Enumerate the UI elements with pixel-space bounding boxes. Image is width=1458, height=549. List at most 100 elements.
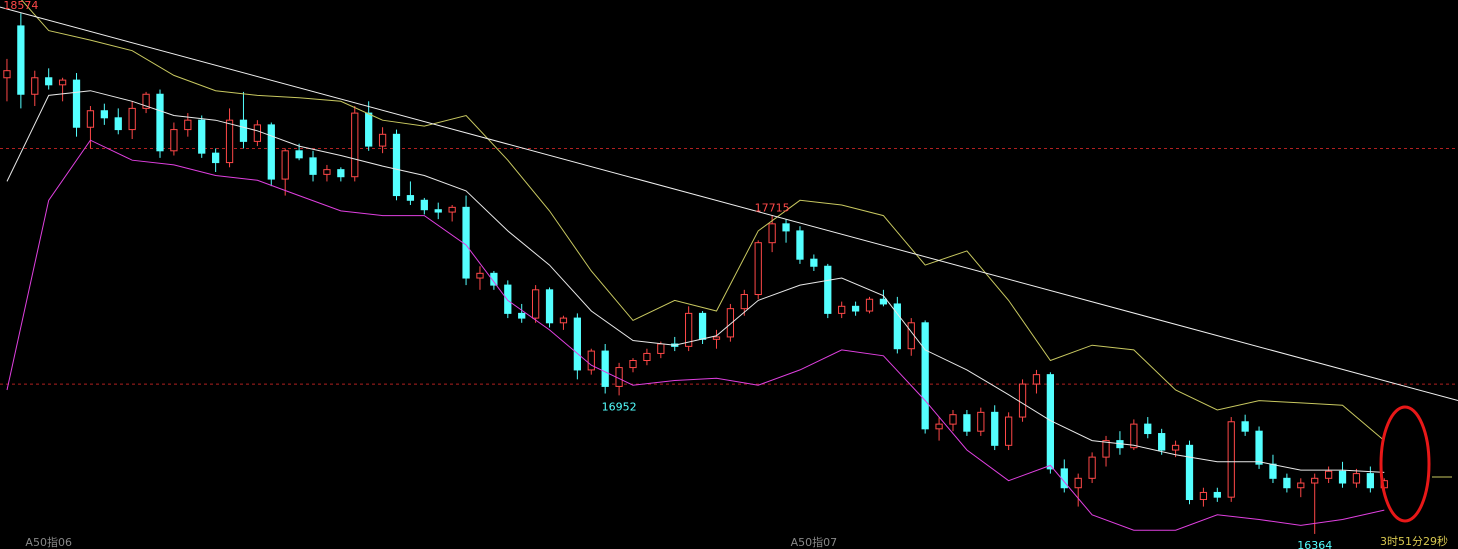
- candle-body: [685, 312, 693, 347]
- candle-body: [351, 112, 359, 178]
- candle-body: [100, 110, 108, 119]
- candle-body: [1102, 440, 1110, 458]
- candle-body: [1352, 473, 1361, 484]
- candle-body: [365, 112, 373, 147]
- candle-body: [1144, 423, 1152, 435]
- candle-body: [1185, 444, 1194, 501]
- x-tick-label: A50指06: [25, 535, 72, 549]
- candle-body: [1130, 423, 1138, 449]
- candle-body: [198, 119, 206, 154]
- candle-body: [448, 206, 456, 213]
- candle-body: [726, 308, 735, 338]
- extreme-label: 16364: [1297, 539, 1332, 549]
- candle-body: [977, 411, 985, 432]
- candle-body: [865, 298, 874, 312]
- candle-body: [434, 209, 442, 213]
- candle-body: [1338, 470, 1347, 484]
- candle-body: [476, 272, 484, 279]
- candle-body: [142, 93, 150, 109]
- candle-body: [531, 289, 540, 319]
- candle-body: [420, 199, 428, 211]
- extreme-label: 18574: [3, 0, 38, 12]
- candle-body: [378, 133, 387, 147]
- candle-body: [1074, 477, 1082, 489]
- status-time: 3时51分29秒: [1380, 534, 1448, 548]
- candle-body: [740, 294, 748, 310]
- candle-body: [1269, 463, 1277, 479]
- candle-body: [3, 70, 11, 79]
- candle-body: [1324, 470, 1333, 479]
- candle-body: [1213, 491, 1221, 498]
- candle-body: [406, 195, 415, 201]
- candle-body: [796, 230, 804, 260]
- candle-body: [587, 350, 595, 371]
- candle-body: [629, 360, 637, 369]
- candle-body: [879, 298, 888, 305]
- candle-body: [72, 79, 81, 128]
- candle-body: [907, 322, 915, 350]
- candle-body: [643, 352, 651, 362]
- candle-body: [698, 312, 707, 340]
- candle-body: [768, 223, 776, 244]
- candle-body: [573, 317, 581, 371]
- extreme-label: 17715: [755, 202, 790, 215]
- extreme-label: 16952: [602, 400, 637, 413]
- candle-body: [156, 93, 164, 152]
- candle-body: [309, 157, 317, 175]
- candle-body: [239, 119, 248, 142]
- candle-body: [225, 119, 234, 164]
- candle-body: [86, 110, 95, 128]
- candle-body: [337, 169, 345, 178]
- candle-body: [851, 305, 860, 312]
- candle-body: [1241, 421, 1249, 432]
- candle-body: [559, 317, 568, 324]
- candle-body: [991, 411, 999, 446]
- candle-body: [462, 206, 470, 279]
- candle-body: [1005, 416, 1013, 446]
- candle-body: [31, 77, 39, 95]
- candle-body: [935, 423, 943, 430]
- candle-body: [1255, 430, 1263, 465]
- candle-body: [545, 289, 554, 324]
- candle-body: [281, 150, 289, 180]
- candle-body: [1018, 383, 1027, 418]
- candle-body: [838, 305, 846, 314]
- candle-body: [601, 350, 609, 387]
- candle-body: [504, 284, 512, 314]
- candle-body: [754, 242, 762, 296]
- candle-body: [1171, 444, 1180, 451]
- band-line: [6, 90, 1385, 473]
- candle-body: [58, 79, 67, 86]
- band-line: [6, 139, 1385, 531]
- candle-body: [170, 129, 178, 152]
- candle-body: [1227, 421, 1235, 498]
- candle-body: [949, 414, 957, 425]
- candle-body: [1088, 456, 1096, 479]
- x-tick-label: A50指07: [791, 535, 838, 549]
- candle-body: [45, 77, 53, 86]
- candle-body: [253, 124, 262, 142]
- candle-body: [893, 303, 901, 350]
- candle-body: [1311, 477, 1319, 484]
- trend-line: [0, 6, 1458, 402]
- candle-body: [963, 414, 971, 432]
- candle-body: [782, 223, 790, 232]
- candle-body: [1283, 477, 1291, 489]
- candle-body: [810, 258, 818, 267]
- candle-body: [295, 150, 303, 159]
- candle-body: [17, 25, 25, 95]
- candle-body: [657, 343, 665, 354]
- candle-body: [1032, 374, 1041, 385]
- candle-body: [212, 152, 220, 164]
- band-line: [20, 0, 1385, 441]
- candle-body: [392, 133, 401, 197]
- candle-body: [128, 107, 136, 131]
- candle-body: [1297, 482, 1305, 489]
- candle-body: [490, 272, 498, 286]
- highlight-circle: [1379, 405, 1431, 523]
- candle-body: [323, 169, 331, 175]
- candle-body: [712, 336, 721, 340]
